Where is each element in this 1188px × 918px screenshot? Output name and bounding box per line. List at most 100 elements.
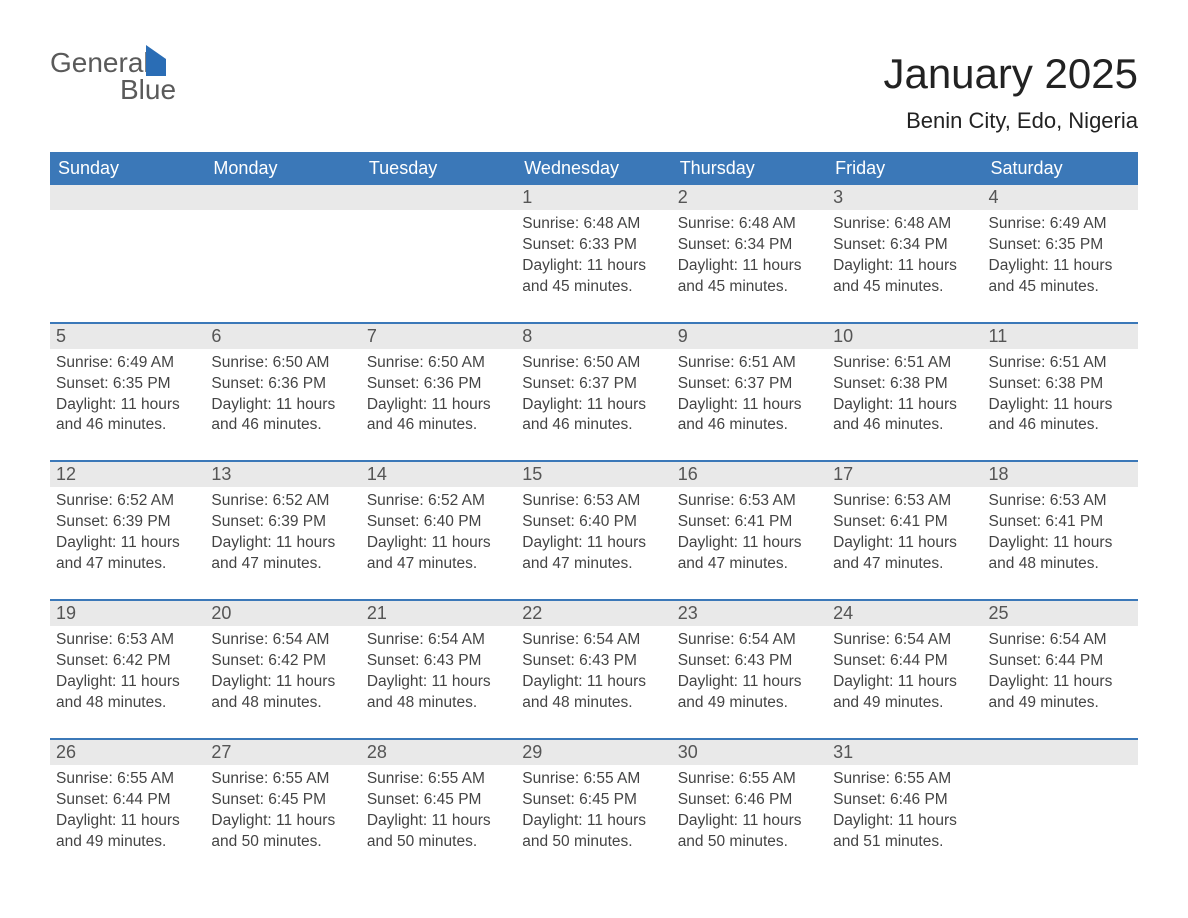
daylight-label: Daylight: — [678, 673, 743, 690]
calendar-day-cell: 13Sunrise: 6:52 AMSunset: 6:39 PMDayligh… — [205, 461, 360, 600]
sunset-label: Sunset: — [211, 513, 268, 530]
day-body: Sunrise: 6:53 AMSunset: 6:40 PMDaylight:… — [516, 487, 671, 599]
sunset-label: Sunset: — [833, 652, 890, 669]
day-body: Sunrise: 6:55 AMSunset: 6:46 PMDaylight:… — [827, 765, 982, 877]
sunrise-value: 6:48 AM — [583, 215, 640, 232]
daylight-line: Daylight: 11 hours and 46 minutes. — [989, 395, 1132, 437]
sunset-label: Sunset: — [678, 375, 735, 392]
day-number-empty — [50, 185, 205, 210]
daylight-label: Daylight: — [367, 812, 432, 829]
sunrise-line: Sunrise: 6:53 AM — [522, 491, 665, 512]
day-number: 3 — [827, 185, 982, 210]
calendar-day-cell: 11Sunrise: 6:51 AMSunset: 6:38 PMDayligh… — [983, 323, 1138, 462]
sunrise-value: 6:52 AM — [428, 492, 485, 509]
day-body: Sunrise: 6:54 AMSunset: 6:43 PMDaylight:… — [672, 626, 827, 738]
sunset-value: 6:43 PM — [735, 652, 793, 669]
sunset-label: Sunset: — [211, 791, 268, 808]
sunset-value: 6:39 PM — [113, 513, 171, 530]
sunrise-line: Sunrise: 6:55 AM — [211, 769, 354, 790]
sunset-label: Sunset: — [833, 375, 890, 392]
title-block: January 2025 Benin City, Edo, Nigeria — [883, 50, 1138, 134]
sunrise-line: Sunrise: 6:55 AM — [678, 769, 821, 790]
sunset-value: 6:35 PM — [1045, 236, 1103, 253]
daylight-line: Daylight: 11 hours and 50 minutes. — [211, 811, 354, 853]
daylight-line: Daylight: 11 hours and 46 minutes. — [367, 395, 510, 437]
calendar-day-cell: 31Sunrise: 6:55 AMSunset: 6:46 PMDayligh… — [827, 739, 982, 877]
calendar-week: 5Sunrise: 6:49 AMSunset: 6:35 PMDaylight… — [50, 323, 1138, 462]
sunset-label: Sunset: — [678, 791, 735, 808]
day-number: 7 — [361, 324, 516, 349]
daylight-label: Daylight: — [522, 673, 587, 690]
sunrise-label: Sunrise: — [833, 354, 894, 371]
sunset-line: Sunset: 6:38 PM — [833, 374, 976, 395]
sunset-line: Sunset: 6:43 PM — [367, 651, 510, 672]
day-number-empty — [361, 185, 516, 210]
day-number: 24 — [827, 601, 982, 626]
day-body-empty — [205, 210, 360, 300]
sunset-value: 6:42 PM — [113, 652, 171, 669]
sunrise-line: Sunrise: 6:53 AM — [678, 491, 821, 512]
sunrise-value: 6:49 AM — [117, 354, 174, 371]
daylight-label: Daylight: — [678, 534, 743, 551]
sunset-line: Sunset: 6:44 PM — [833, 651, 976, 672]
sunset-line: Sunset: 6:34 PM — [833, 235, 976, 256]
day-number: 19 — [50, 601, 205, 626]
sunset-label: Sunset: — [522, 236, 579, 253]
sunrise-value: 6:49 AM — [1050, 215, 1107, 232]
sunrise-label: Sunrise: — [678, 631, 739, 648]
sunrise-label: Sunrise: — [211, 354, 272, 371]
daylight-label: Daylight: — [678, 257, 743, 274]
sunrise-label: Sunrise: — [678, 770, 739, 787]
sunrise-label: Sunrise: — [833, 215, 894, 232]
daylight-line: Daylight: 11 hours and 49 minutes. — [56, 811, 199, 853]
sunset-value: 6:35 PM — [113, 375, 171, 392]
column-header: Tuesday — [361, 152, 516, 185]
day-body: Sunrise: 6:54 AMSunset: 6:43 PMDaylight:… — [516, 626, 671, 738]
day-number: 10 — [827, 324, 982, 349]
sunrise-label: Sunrise: — [833, 770, 894, 787]
calendar-day-cell: 9Sunrise: 6:51 AMSunset: 6:37 PMDaylight… — [672, 323, 827, 462]
day-body-empty — [983, 765, 1138, 855]
daylight-line: Daylight: 11 hours and 46 minutes. — [833, 395, 976, 437]
sunset-line: Sunset: 6:43 PM — [678, 651, 821, 672]
calendar-day-cell: 20Sunrise: 6:54 AMSunset: 6:42 PMDayligh… — [205, 600, 360, 739]
sunrise-label: Sunrise: — [522, 354, 583, 371]
daylight-label: Daylight: — [56, 812, 121, 829]
sunset-line: Sunset: 6:46 PM — [833, 790, 976, 811]
sunset-value: 6:44 PM — [1045, 652, 1103, 669]
sunrise-value: 6:55 AM — [117, 770, 174, 787]
sunset-value: 6:37 PM — [735, 375, 793, 392]
sunset-label: Sunset: — [367, 513, 424, 530]
sunset-line: Sunset: 6:44 PM — [56, 790, 199, 811]
daylight-line: Daylight: 11 hours and 49 minutes. — [833, 672, 976, 714]
sunrise-line: Sunrise: 6:54 AM — [833, 630, 976, 651]
sunrise-line: Sunrise: 6:48 AM — [522, 214, 665, 235]
daylight-label: Daylight: — [678, 812, 743, 829]
sunrise-line: Sunrise: 6:48 AM — [678, 214, 821, 235]
brand-logo-text: General Blue — [50, 50, 178, 104]
daylight-line: Daylight: 11 hours and 48 minutes. — [989, 533, 1132, 575]
sunrise-value: 6:50 AM — [273, 354, 330, 371]
sunrise-value: 6:52 AM — [273, 492, 330, 509]
sunrise-label: Sunrise: — [367, 770, 428, 787]
day-body: Sunrise: 6:54 AMSunset: 6:44 PMDaylight:… — [827, 626, 982, 738]
sunrise-line: Sunrise: 6:54 AM — [989, 630, 1132, 651]
sunrise-label: Sunrise: — [833, 631, 894, 648]
sunrise-label: Sunrise: — [678, 215, 739, 232]
daylight-line: Daylight: 11 hours and 47 minutes. — [211, 533, 354, 575]
daylight-label: Daylight: — [989, 673, 1054, 690]
sunrise-line: Sunrise: 6:50 AM — [522, 353, 665, 374]
sunrise-value: 6:55 AM — [273, 770, 330, 787]
sunrise-value: 6:53 AM — [894, 492, 951, 509]
day-body: Sunrise: 6:53 AMSunset: 6:42 PMDaylight:… — [50, 626, 205, 738]
sunset-line: Sunset: 6:42 PM — [211, 651, 354, 672]
calendar-day-cell: 18Sunrise: 6:53 AMSunset: 6:41 PMDayligh… — [983, 461, 1138, 600]
column-header: Wednesday — [516, 152, 671, 185]
sunrise-label: Sunrise: — [678, 354, 739, 371]
sunset-value: 6:46 PM — [890, 791, 948, 808]
sunrise-value: 6:54 AM — [273, 631, 330, 648]
sunset-line: Sunset: 6:40 PM — [367, 512, 510, 533]
sunset-line: Sunset: 6:45 PM — [522, 790, 665, 811]
sunset-line: Sunset: 6:39 PM — [56, 512, 199, 533]
sunrise-value: 6:51 AM — [894, 354, 951, 371]
